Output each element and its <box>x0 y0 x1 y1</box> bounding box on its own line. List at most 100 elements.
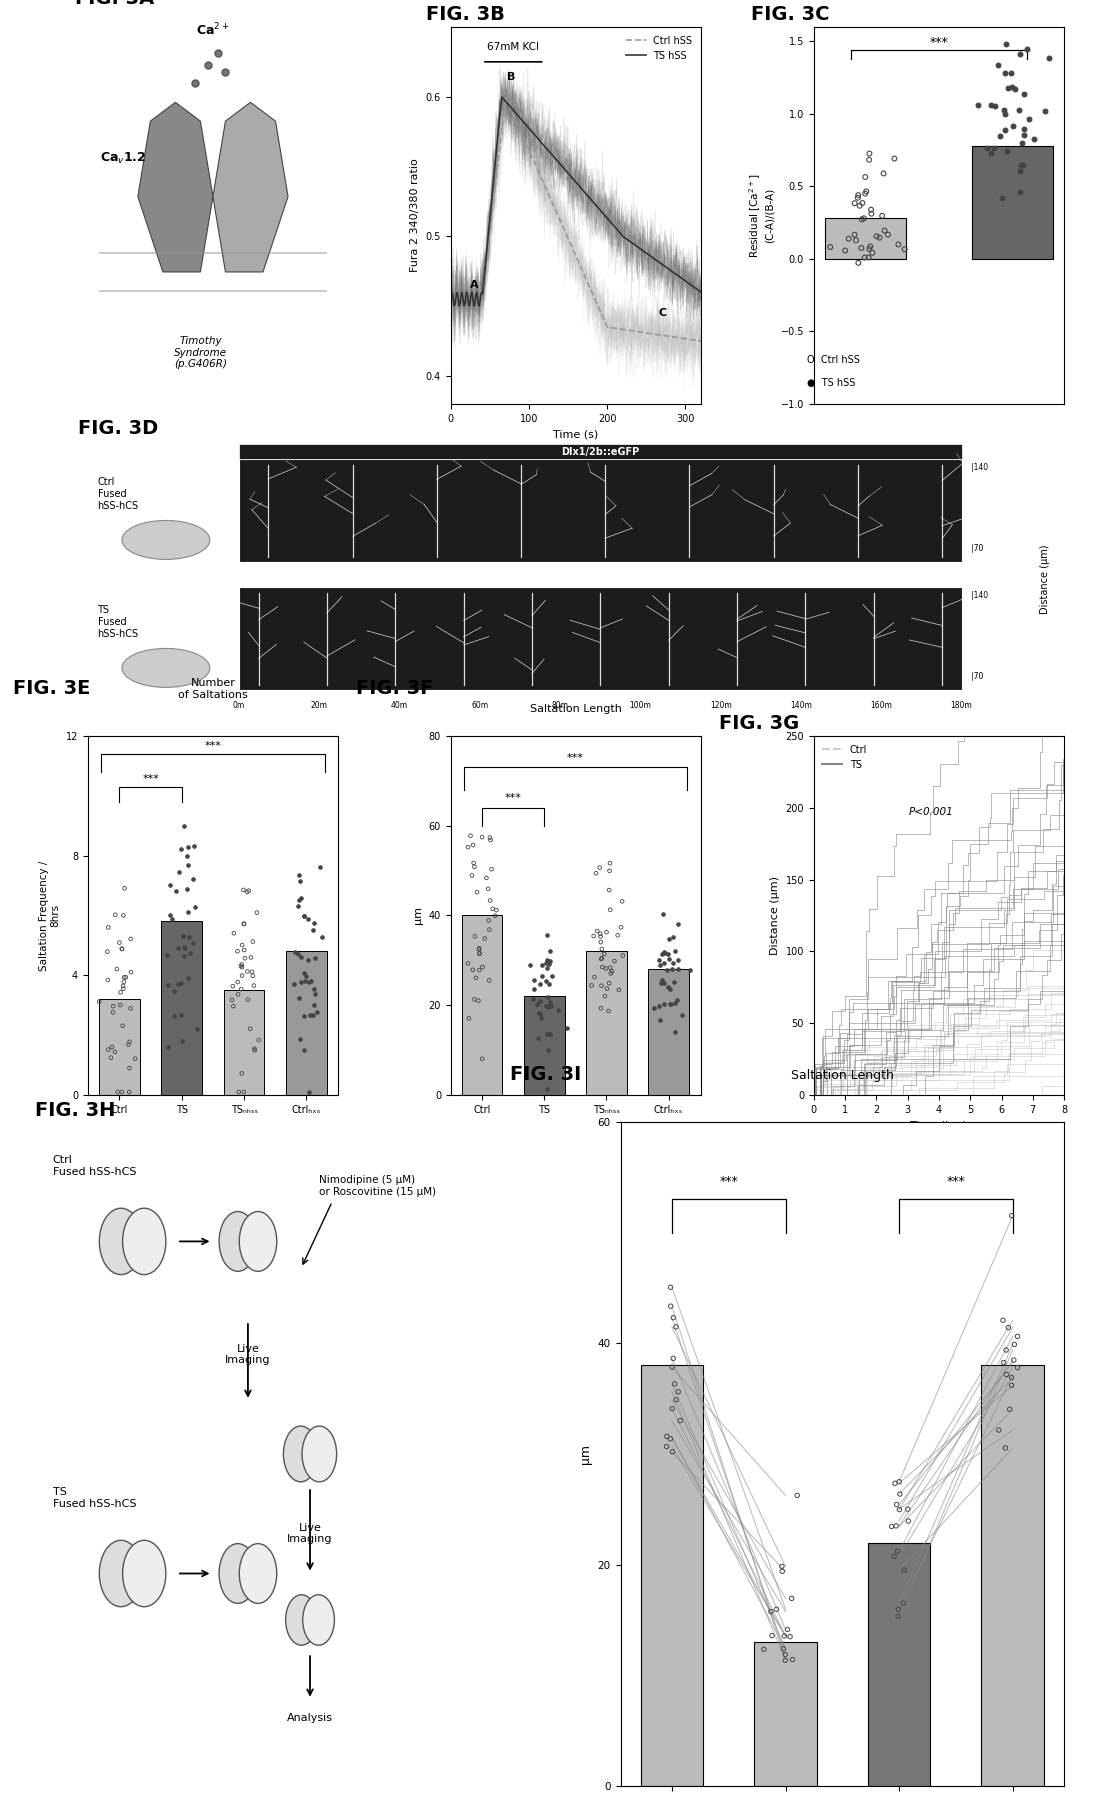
Point <box>862 196 880 224</box>
Point <box>849 248 867 276</box>
Point <box>539 946 556 975</box>
Ctrl hSS <box>499 88 512 109</box>
Bar <box>99 1000 139 1095</box>
Point <box>464 955 482 984</box>
Point <box>242 942 260 971</box>
Point <box>887 1511 905 1540</box>
Point <box>109 955 126 984</box>
Point <box>762 1598 780 1626</box>
Text: Saltation Length: Saltation Length <box>791 1070 894 1082</box>
Point <box>860 242 878 271</box>
Point <box>180 923 197 951</box>
Text: ***: *** <box>567 752 584 763</box>
Legend: Ctrl hSS, TS hSS: Ctrl hSS, TS hSS <box>622 32 697 65</box>
Point <box>233 975 250 1003</box>
Point <box>460 833 477 862</box>
Text: 100m: 100m <box>630 702 652 711</box>
Point <box>653 969 670 998</box>
Point <box>977 133 995 162</box>
Point <box>661 991 679 1020</box>
Point <box>1006 74 1024 102</box>
Ellipse shape <box>302 1425 337 1483</box>
Text: |70: |70 <box>971 671 984 680</box>
Ctrl hSS <box>444 289 457 311</box>
Point <box>591 923 609 951</box>
Point <box>99 966 116 994</box>
Point <box>600 876 618 905</box>
Point <box>238 878 256 906</box>
Point <box>112 991 129 1020</box>
TS hSS <box>444 289 457 311</box>
Point <box>669 946 687 975</box>
Point <box>225 993 242 1021</box>
Point <box>166 1002 183 1030</box>
Point <box>541 946 558 975</box>
Point <box>1018 34 1036 63</box>
Text: Saltation Length: Saltation Length <box>530 704 622 714</box>
Point <box>996 101 1014 129</box>
Point <box>229 980 247 1009</box>
Point <box>613 887 631 915</box>
Point <box>669 910 687 939</box>
Point <box>539 1020 556 1048</box>
Text: Nimodipine (5 μM)
or Roscovitine (15 μM): Nimodipine (5 μM) or Roscovitine (15 μM) <box>319 1176 436 1197</box>
Text: 40m: 40m <box>392 702 408 711</box>
Point <box>592 971 610 1000</box>
Ctrl hSS <box>445 282 459 303</box>
Point <box>244 957 261 985</box>
Bar <box>586 951 626 1095</box>
Point <box>851 192 869 221</box>
Bar <box>286 951 327 1095</box>
Point <box>655 991 672 1020</box>
Point <box>1015 151 1032 180</box>
Point <box>773 1556 791 1585</box>
Point <box>596 982 613 1011</box>
Point <box>122 994 139 1023</box>
Point <box>531 987 548 1016</box>
Bar <box>868 1542 930 1786</box>
Point <box>868 223 885 251</box>
Point <box>1010 178 1028 206</box>
Text: Analysis: Analysis <box>287 1712 333 1723</box>
Point <box>233 1059 250 1088</box>
Point <box>174 942 192 971</box>
Point <box>474 953 491 982</box>
Point <box>664 1353 681 1382</box>
Point <box>1011 156 1029 185</box>
Point <box>290 984 307 1012</box>
Point <box>994 1307 1011 1335</box>
Point <box>600 969 618 998</box>
Point <box>998 136 1016 165</box>
Point <box>661 1425 679 1454</box>
Point <box>755 1635 772 1664</box>
Point <box>539 1036 556 1064</box>
Text: O  Ctrl hSS: O Ctrl hSS <box>806 355 860 364</box>
Point <box>889 1537 906 1565</box>
Point <box>486 901 504 930</box>
Point <box>165 976 182 1005</box>
Text: FIG. 3F: FIG. 3F <box>355 679 433 698</box>
Point <box>1009 1353 1027 1382</box>
Text: Ctrl
Fused
hSS-hCS: Ctrl Fused hSS-hCS <box>98 477 138 510</box>
Point <box>666 1370 683 1398</box>
Point <box>1015 120 1032 149</box>
Ellipse shape <box>100 1540 143 1607</box>
Point <box>660 944 678 973</box>
TS hSS <box>672 266 686 287</box>
Point <box>536 991 554 1020</box>
Point <box>531 1000 548 1029</box>
Point <box>853 205 871 233</box>
Text: FIG. 3I: FIG. 3I <box>510 1064 581 1084</box>
Point <box>482 887 499 915</box>
Point <box>179 851 196 880</box>
Text: Ctrl
Fused hSS-hCS: Ctrl Fused hSS-hCS <box>53 1156 136 1178</box>
Point <box>460 1003 477 1032</box>
Point <box>176 811 193 840</box>
Point <box>654 899 671 928</box>
Point <box>474 1045 491 1073</box>
Point <box>665 968 682 996</box>
Point <box>471 935 488 964</box>
Point <box>308 998 326 1027</box>
Point <box>768 1596 785 1624</box>
Point <box>488 896 506 924</box>
